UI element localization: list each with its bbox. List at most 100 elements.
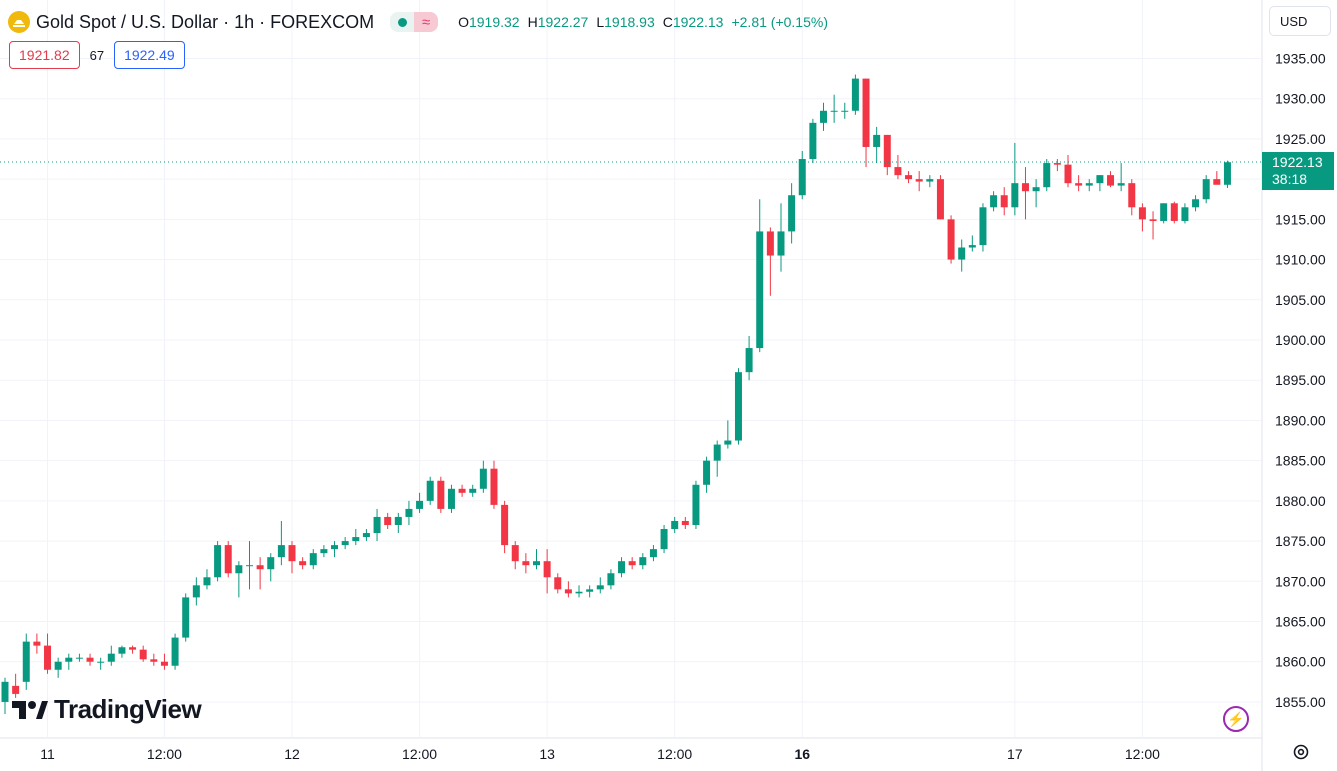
y-axis[interactable]: 1855.00 1860.00 1865.00 1870.00 1875.00 1880.… <box>1275 51 1326 710</box>
candle <box>150 653 158 666</box>
candle <box>1213 171 1221 185</box>
candle-body <box>681 520 689 525</box>
candle-body <box>384 516 392 525</box>
candle <box>883 134 891 176</box>
buy-button[interactable]: 1922.49 <box>114 41 185 69</box>
candle-body <box>734 372 742 441</box>
candle <box>522 553 530 574</box>
currency-button[interactable]: USD <box>1269 6 1331 36</box>
candle <box>1053 159 1061 172</box>
candle-body <box>341 541 349 546</box>
candle <box>288 541 296 574</box>
candle-body <box>649 549 657 558</box>
market-status-pill[interactable]: ≈ <box>390 12 439 32</box>
candle <box>1085 179 1093 192</box>
candle <box>479 460 487 493</box>
chart-legend: Gold Spot / U.S. Dollar · 1h · FOREXCOM … <box>8 8 828 36</box>
candle <box>777 203 785 272</box>
candle-body <box>1 681 9 702</box>
settings-gear-icon[interactable] <box>1291 742 1311 762</box>
candle-body <box>299 561 307 566</box>
candle <box>320 545 328 558</box>
candle-body <box>1192 199 1200 208</box>
y-tick-label: 1855.00 <box>1275 694 1326 710</box>
candle-body <box>788 195 796 232</box>
candle <box>692 480 700 530</box>
candle-body <box>979 207 987 246</box>
candle <box>107 645 115 666</box>
candle-body <box>192 585 200 598</box>
candle-body <box>905 175 913 180</box>
candle-body <box>1223 162 1231 185</box>
tradingview-logo[interactable]: TradingView <box>12 694 202 725</box>
candle <box>607 569 615 590</box>
candle <box>235 561 243 598</box>
candle-body <box>947 219 955 260</box>
candle <box>54 657 62 678</box>
candle-body <box>44 645 52 670</box>
candle-body <box>533 561 540 566</box>
candle-body <box>490 468 498 505</box>
candle-body <box>873 134 881 147</box>
x-axis[interactable]: 11 12:00 12 12:00 13 12:00 16 17 12:00 <box>40 746 1160 762</box>
candle-body <box>1064 164 1072 184</box>
candle-body <box>160 661 168 666</box>
candle <box>543 549 551 594</box>
last-price-badge: 1922.13 38:18 <box>1262 152 1334 190</box>
candle <box>33 633 41 654</box>
candle-body <box>1085 183 1093 186</box>
x-tick-label: 12:00 <box>147 746 182 762</box>
candle-body <box>458 488 466 493</box>
candle-body <box>309 553 317 566</box>
candle <box>309 549 317 570</box>
gold-coin-icon[interactable] <box>8 11 30 33</box>
lightning-icon[interactable]: ⚡ <box>1223 706 1249 732</box>
candle-body <box>1021 183 1029 192</box>
y-tick-label: 1895.00 <box>1275 372 1326 388</box>
symbol-title[interactable]: Gold Spot / U.S. Dollar · 1h · FOREXCOM <box>36 11 375 32</box>
candle <box>437 476 445 513</box>
candle-body <box>841 110 849 112</box>
candle-body <box>713 444 721 461</box>
y-tick-label: 1905.00 <box>1275 292 1326 308</box>
sell-button[interactable]: 1921.82 <box>9 41 80 69</box>
candle <box>1223 160 1231 188</box>
candle <box>331 541 339 558</box>
candle <box>341 537 349 550</box>
candle-body <box>564 589 572 594</box>
candle-body <box>660 529 668 550</box>
candle <box>724 420 732 449</box>
candle <box>97 657 105 670</box>
high-label: H <box>527 14 538 30</box>
candle-body <box>224 545 232 574</box>
candle <box>1 677 9 715</box>
wave-icon: ≈ <box>414 12 439 32</box>
candle <box>1192 195 1200 212</box>
y-tick-label: 1890.00 <box>1275 412 1326 428</box>
candle-body <box>596 585 604 590</box>
candle <box>894 155 902 180</box>
candle-body <box>426 480 434 501</box>
candle-body <box>607 573 615 586</box>
candle-body <box>798 159 806 196</box>
candle <box>1117 163 1125 192</box>
candle <box>267 553 275 582</box>
candle <box>118 645 126 658</box>
candle-body <box>1213 179 1221 185</box>
candle <box>416 492 424 513</box>
candle <box>22 633 30 690</box>
candle <box>1149 211 1157 240</box>
x-tick-label: 12 <box>284 746 300 762</box>
y-tick-label: 1930.00 <box>1275 91 1326 107</box>
candle <box>873 126 881 164</box>
candle <box>405 500 413 525</box>
candle <box>1011 142 1019 216</box>
candle <box>277 520 285 566</box>
candle-body <box>958 247 966 260</box>
candle <box>649 545 657 562</box>
y-tick-label: 1910.00 <box>1275 252 1326 268</box>
candle <box>86 653 94 666</box>
candle-body <box>990 195 998 208</box>
candles <box>1 74 1231 715</box>
